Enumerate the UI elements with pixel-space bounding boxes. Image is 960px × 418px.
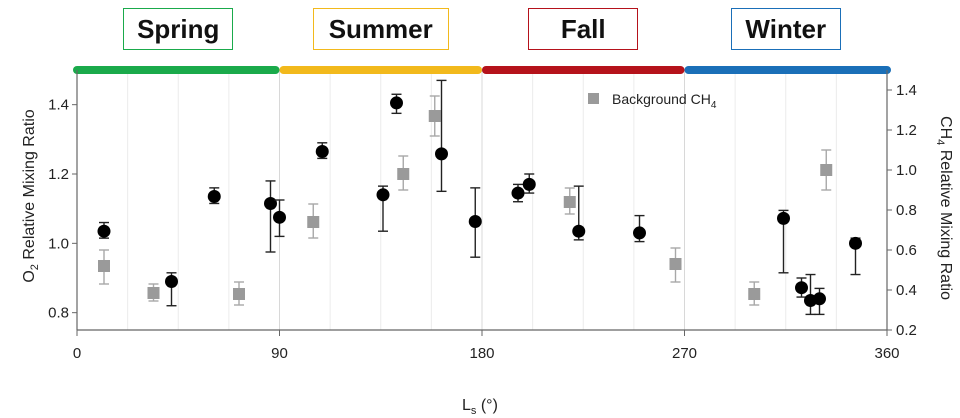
- o2-point: [468, 214, 482, 228]
- y-right-axis-title: CH4 Relative Mixing Ratio: [934, 116, 954, 300]
- season-label-summer: Summer: [312, 8, 449, 50]
- ch4-point: [147, 287, 160, 299]
- legend-label: Background CH4: [612, 91, 717, 111]
- x-tick-label: 90: [271, 345, 288, 362]
- o2-point: [390, 96, 403, 110]
- y-left-tick-label: 1.0: [48, 235, 69, 252]
- season-label-fall: Fall: [528, 8, 639, 50]
- ch4-point: [748, 288, 761, 300]
- legend-label-sub: 4: [711, 100, 717, 111]
- grid-lines: [76, 70, 888, 330]
- ch4-point: [233, 288, 245, 300]
- y-right-tick-label: 1.2: [896, 122, 917, 139]
- y-right-tick-label: 0.4: [896, 282, 917, 299]
- legend: Background CH4: [588, 91, 717, 111]
- ch4-point: [820, 164, 833, 176]
- ch4-series: [98, 95, 833, 306]
- y-right-tick-label: 1.4: [896, 82, 917, 99]
- x-tick-label: 360: [874, 345, 899, 362]
- o2-point: [264, 196, 277, 210]
- y-right-tick-label: 0.2: [896, 322, 917, 339]
- season-label-winter: Winter: [730, 8, 841, 50]
- o2-point: [376, 188, 390, 202]
- x-axis-title: Ls (°): [462, 397, 498, 417]
- y-right-tick-label: 0.8: [896, 202, 917, 219]
- o2-point: [435, 147, 448, 161]
- ch4-point: [397, 168, 410, 180]
- y-right-tick-label: 0.6: [896, 242, 917, 259]
- tick-labels: 0 90 180 270 360 0.8 1.0 1.2 1.4 0.2 0.4 0.6 0.8 1.0 1…: [48, 82, 917, 362]
- y-left-tick-label: 1.4: [48, 97, 69, 114]
- o2-point: [522, 177, 536, 191]
- x-tick-label: 270: [672, 345, 697, 362]
- o2-point: [165, 274, 178, 288]
- season-label-spring: Spring: [123, 8, 234, 50]
- legend-marker-square: [588, 93, 599, 104]
- svg-text:Ls (°): Ls (°): [462, 397, 498, 417]
- o2-point: [572, 224, 586, 238]
- o2-point: [511, 186, 525, 200]
- o2-point: [315, 144, 329, 158]
- o2-point: [633, 226, 646, 240]
- ch4-point: [669, 258, 682, 270]
- y-left-tick-label: 0.8: [48, 305, 69, 322]
- ch4-point: [563, 196, 576, 208]
- o2-point: [273, 210, 286, 224]
- y-left-tick-label: 1.2: [48, 166, 69, 183]
- o2-point: [777, 211, 790, 225]
- y-left-axis-title: O2 Relative Mixing Ratio: [21, 109, 41, 282]
- o2-series: [97, 79, 862, 316]
- o2-point: [849, 236, 862, 250]
- o2-point: [795, 281, 808, 295]
- svg-text:CH4 Relative Mixing Ratio: CH4 Relative Mixing Ratio: [934, 116, 954, 300]
- ch4-point: [428, 110, 441, 122]
- x-tick-label: 0: [73, 345, 81, 362]
- ch4-point: [98, 260, 110, 272]
- o2-point: [813, 292, 826, 306]
- svg-text:O2 Relative Mixing Ratio: O2 Relative Mixing Ratio: [21, 109, 41, 282]
- x-tick-label: 180: [469, 345, 494, 362]
- ch4-point: [307, 216, 320, 228]
- o2-point: [97, 224, 111, 238]
- o2-point: [207, 190, 221, 204]
- y-right-tick-label: 1.0: [896, 162, 917, 179]
